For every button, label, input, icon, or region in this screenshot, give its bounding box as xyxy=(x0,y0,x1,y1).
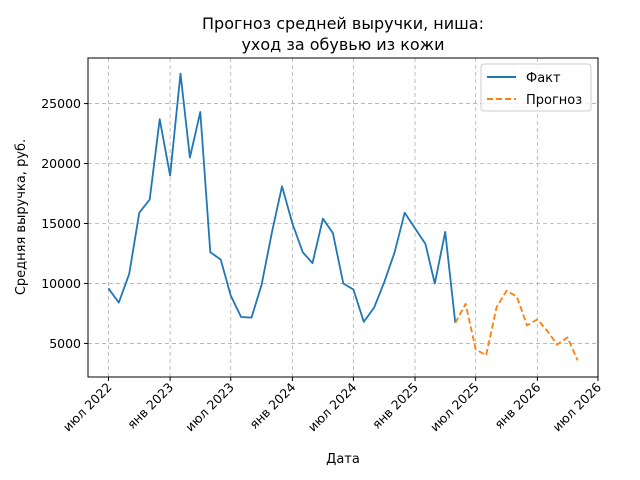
y-tick-label: 20000 xyxy=(41,156,81,171)
y-tick-label: 15000 xyxy=(41,216,81,231)
y-tick-label: 10000 xyxy=(41,276,81,291)
chart-title-line-2: уход за обувью из кожи xyxy=(241,35,444,54)
series-line-fact xyxy=(107,72,457,324)
series-line-forecast xyxy=(454,289,579,361)
plot-frame xyxy=(87,57,599,378)
legend-label-fact: Факт xyxy=(526,71,561,86)
legend: Факт Прогноз xyxy=(480,63,592,112)
series-layer xyxy=(107,72,579,361)
y-axis-ticks: 5000 10000 15000 20000 25000 xyxy=(41,96,88,351)
y-tick-label: 5000 xyxy=(49,336,81,351)
legend-label-forecast: Прогноз xyxy=(526,93,582,108)
x-axis-label: Дата xyxy=(326,452,360,467)
y-tick-label: 25000 xyxy=(41,96,81,111)
y-axis-label: Средняя выручка, руб. xyxy=(14,139,29,295)
chart-title-line-1: Прогноз средней выручки, ниша: xyxy=(202,14,484,33)
